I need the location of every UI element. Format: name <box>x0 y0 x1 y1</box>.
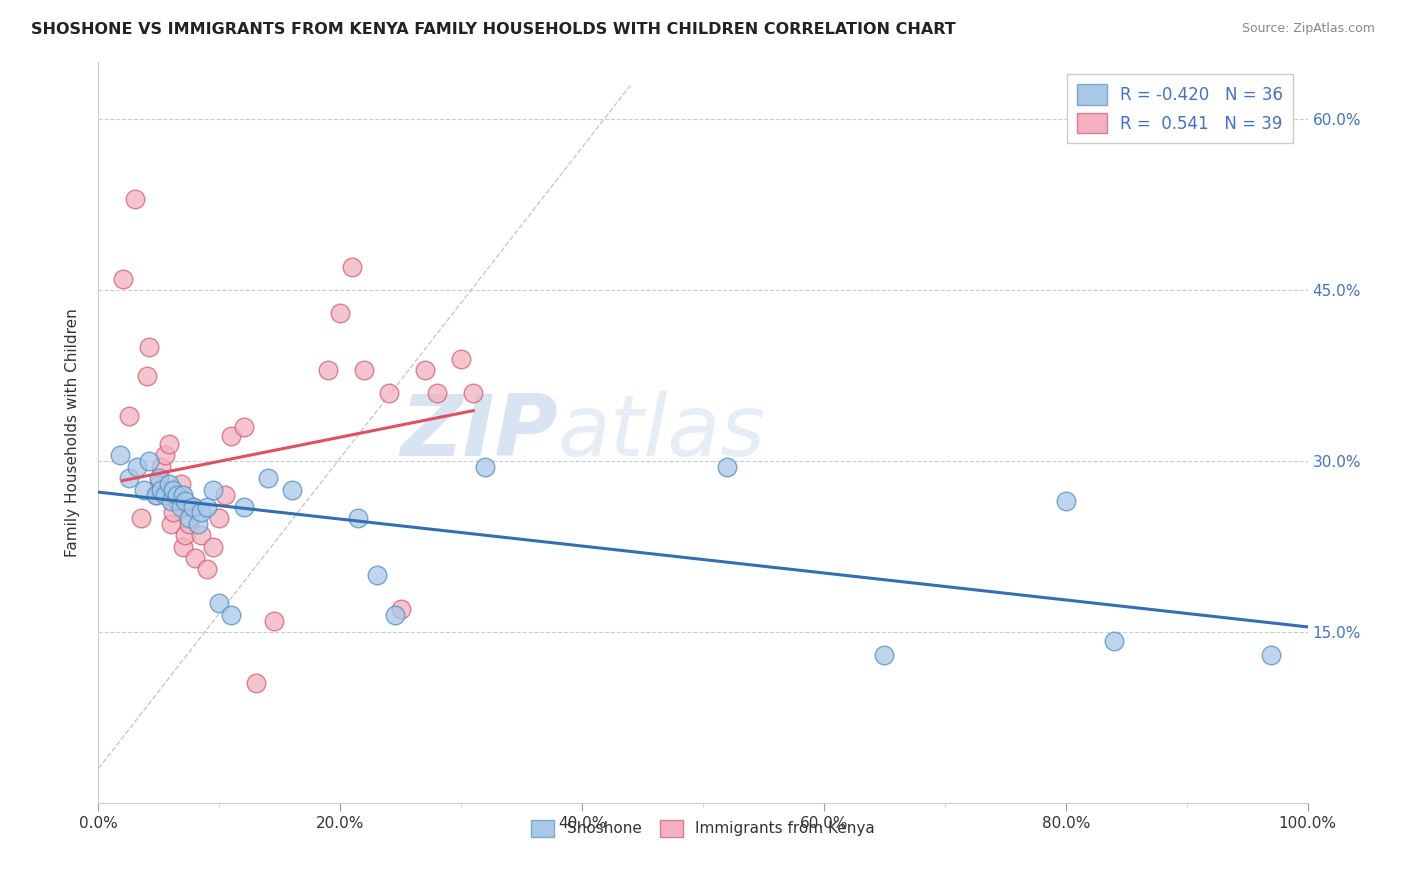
Point <box>145 488 167 502</box>
Point <box>118 471 141 485</box>
Point <box>174 494 197 508</box>
Point <box>166 494 188 508</box>
Point <box>202 540 225 554</box>
Point <box>181 500 204 514</box>
Point <box>1260 648 1282 662</box>
Point <box>450 351 472 366</box>
Point <box>256 471 278 485</box>
Point <box>153 449 176 463</box>
Point <box>135 368 157 383</box>
Point <box>190 505 212 519</box>
Y-axis label: Family Households with Children: Family Households with Children <box>65 309 80 557</box>
Point <box>157 437 180 451</box>
Point <box>118 409 141 423</box>
Point <box>1102 634 1125 648</box>
Point <box>208 511 231 525</box>
Point <box>162 505 184 519</box>
Point <box>145 488 167 502</box>
Text: Source: ZipAtlas.com: Source: ZipAtlas.com <box>1241 22 1375 36</box>
Text: SHOSHONE VS IMMIGRANTS FROM KENYA FAMILY HOUSEHOLDS WITH CHILDREN CORRELATION CH: SHOSHONE VS IMMIGRANTS FROM KENYA FAMILY… <box>31 22 956 37</box>
Point <box>413 363 436 377</box>
Text: ZIP: ZIP <box>401 391 558 475</box>
Point <box>160 516 183 531</box>
Point <box>347 511 370 525</box>
Point <box>281 483 304 497</box>
Point <box>208 597 231 611</box>
Point <box>366 568 388 582</box>
Point <box>184 550 207 565</box>
Point <box>138 454 160 468</box>
Point <box>172 488 194 502</box>
Point <box>716 459 738 474</box>
Point <box>342 260 364 275</box>
Point <box>190 528 212 542</box>
Point <box>179 511 201 525</box>
Point <box>179 516 201 531</box>
Point <box>232 420 254 434</box>
Point <box>873 648 896 662</box>
Point <box>169 500 191 514</box>
Point <box>474 459 496 474</box>
Point <box>160 494 183 508</box>
Point <box>221 429 243 443</box>
Point <box>353 363 375 377</box>
Point <box>148 476 170 491</box>
Point <box>187 516 209 531</box>
Point <box>129 511 152 525</box>
Point <box>127 459 149 474</box>
Point <box>316 363 339 377</box>
Point <box>263 614 285 628</box>
Point <box>181 500 204 514</box>
Point <box>377 385 399 400</box>
Point <box>174 528 197 542</box>
Point <box>150 459 173 474</box>
Point <box>245 676 267 690</box>
Point <box>202 483 225 497</box>
Point <box>463 385 485 400</box>
Point <box>108 449 131 463</box>
Point <box>150 483 173 497</box>
Point <box>162 483 184 497</box>
Point <box>169 476 191 491</box>
Point <box>138 340 160 354</box>
Point <box>157 476 180 491</box>
Point <box>195 562 218 576</box>
Point <box>232 500 254 514</box>
Point <box>221 607 243 622</box>
Point <box>111 272 134 286</box>
Point <box>172 540 194 554</box>
Point <box>1054 494 1077 508</box>
Text: atlas: atlas <box>558 391 766 475</box>
Point <box>153 488 176 502</box>
Point <box>214 488 236 502</box>
Point <box>329 306 352 320</box>
Point <box>426 385 449 400</box>
Point <box>195 500 218 514</box>
Point <box>148 471 170 485</box>
Point <box>389 602 412 616</box>
Point <box>124 192 146 206</box>
Point <box>134 483 156 497</box>
Point <box>384 607 406 622</box>
Point <box>166 488 188 502</box>
Legend: Shoshone, Immigrants from Kenya: Shoshone, Immigrants from Kenya <box>526 814 880 843</box>
